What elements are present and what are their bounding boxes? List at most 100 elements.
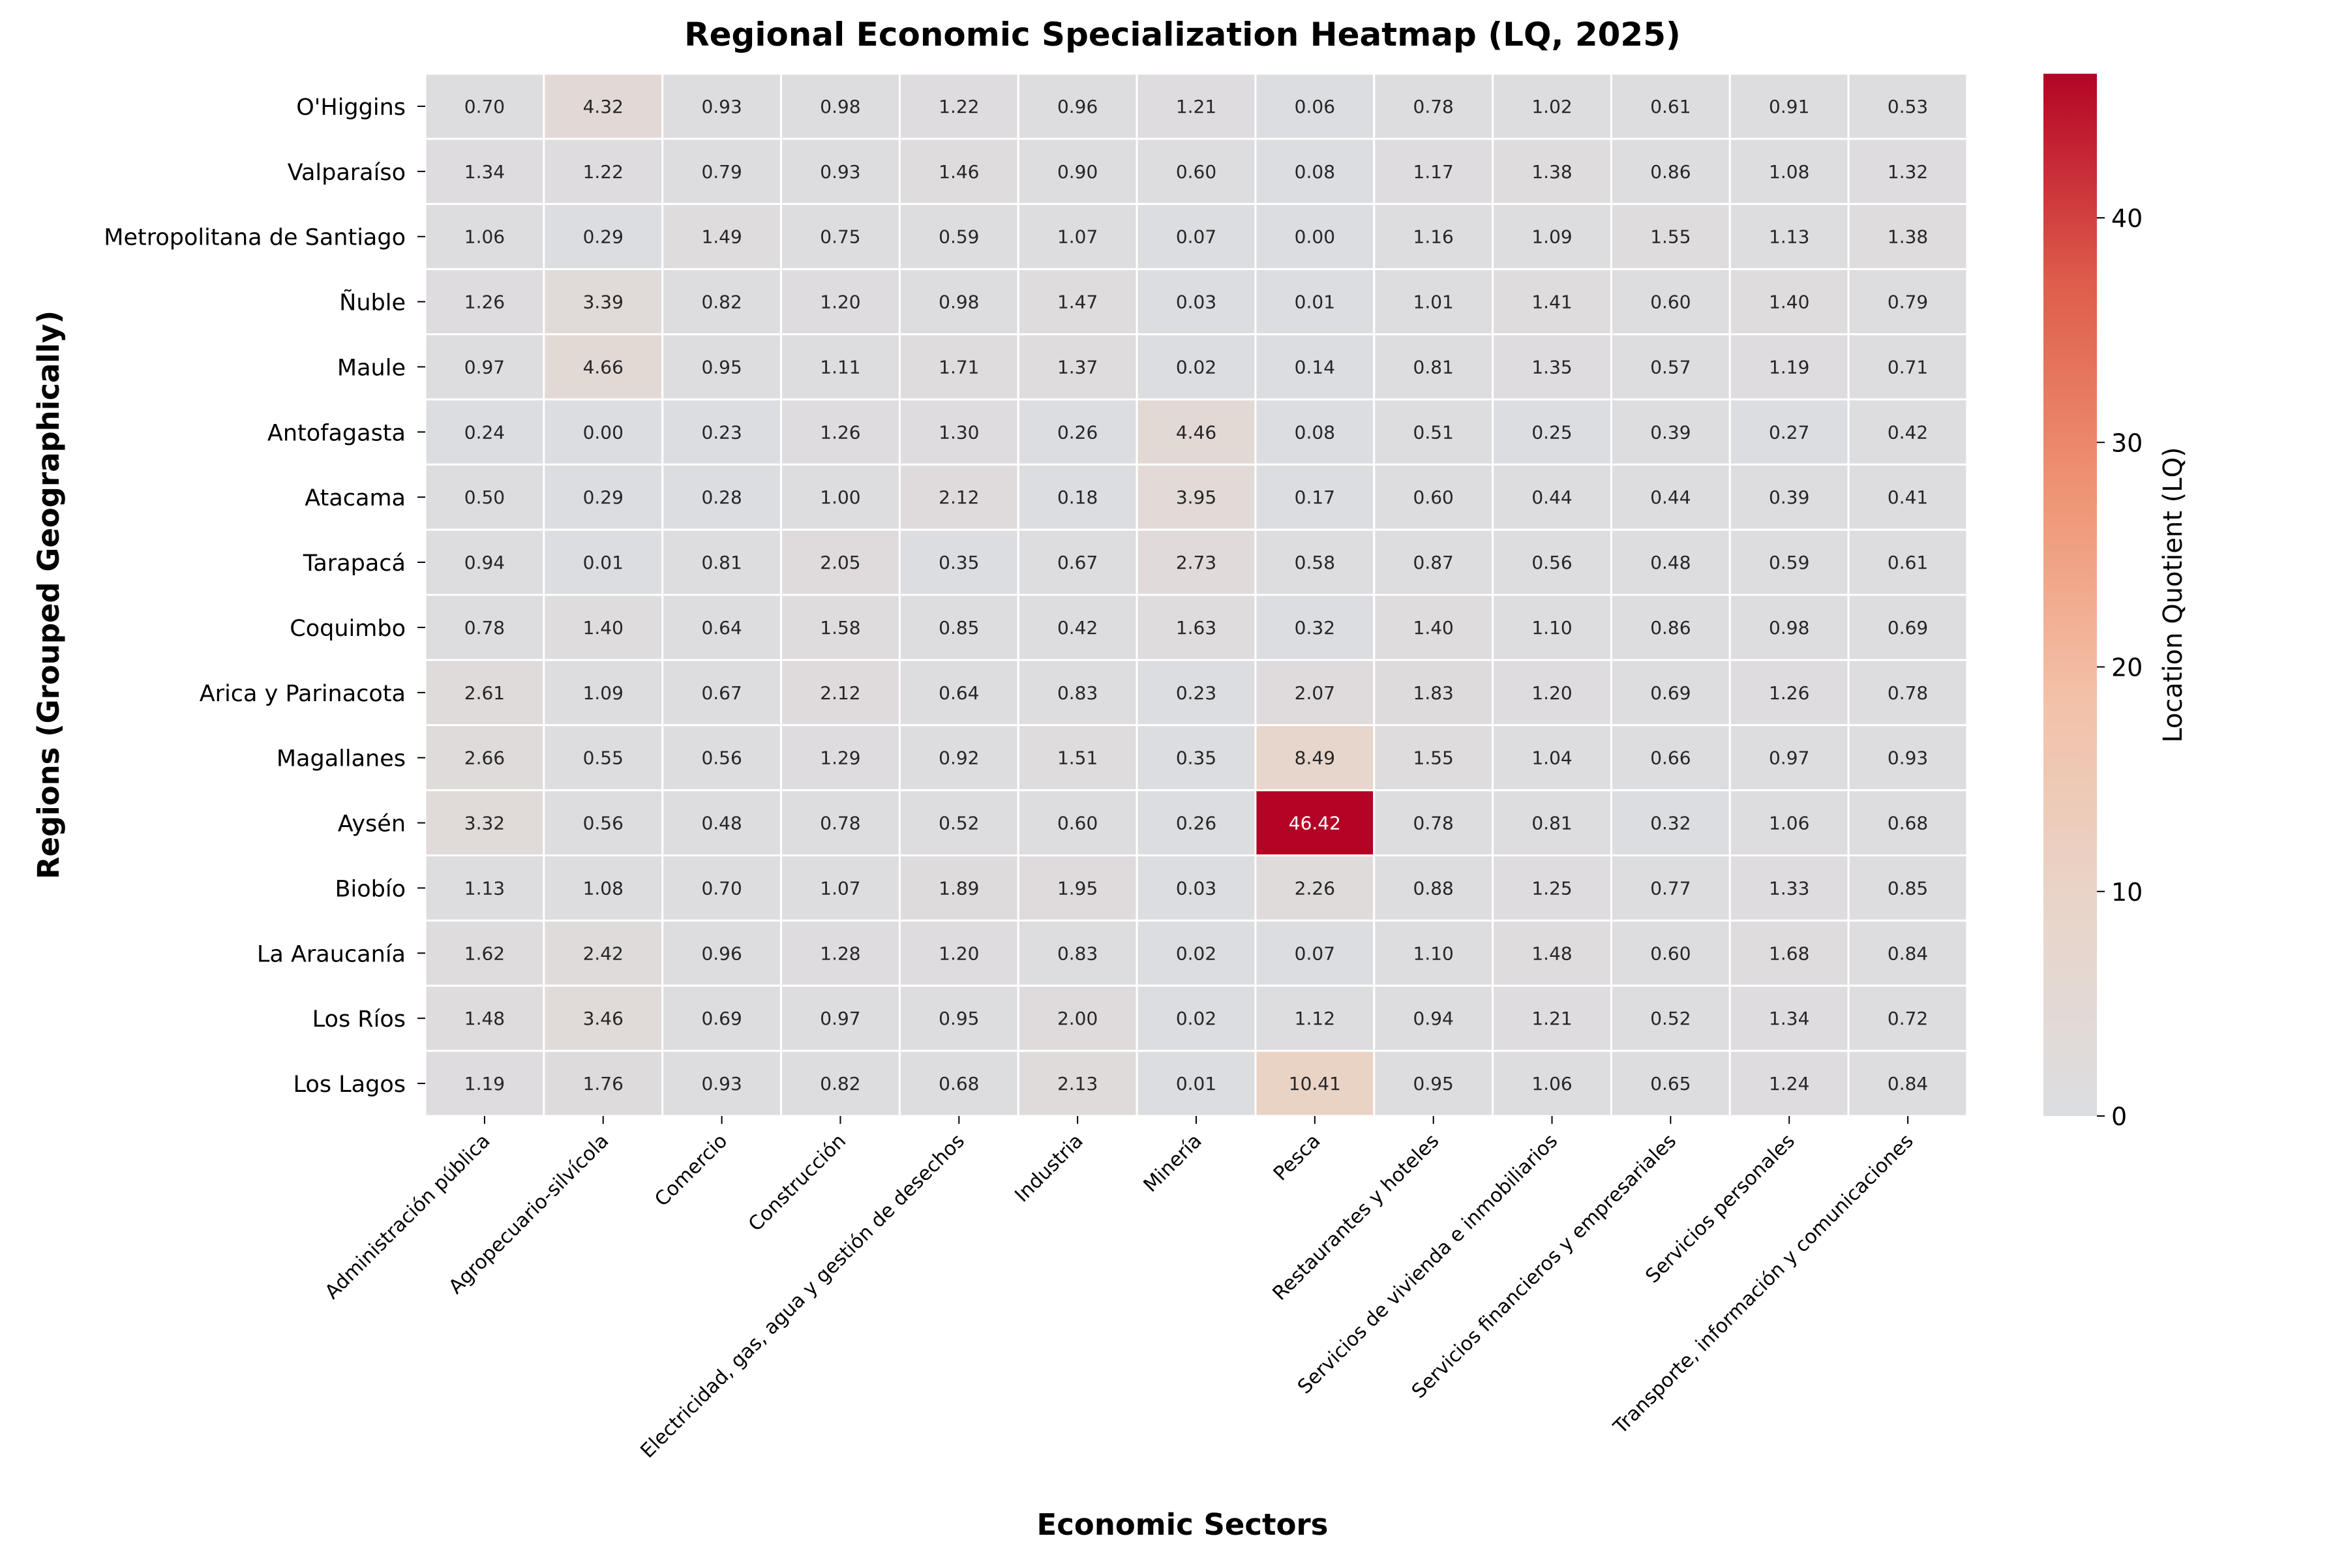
cell-value-label: 1.68 <box>1769 942 1809 964</box>
cell-value-label: 0.84 <box>1888 1073 1928 1094</box>
cell-value-label: 0.60 <box>1176 161 1216 183</box>
cell-value-label: 0.69 <box>1888 617 1928 639</box>
heatmap-cell <box>661 333 783 400</box>
x-tick-label: Industria <box>1010 1130 1087 1207</box>
heatmap-cell <box>898 984 1019 1052</box>
cell-value-label: 1.51 <box>1057 747 1098 769</box>
cell-value-label: 0.52 <box>939 813 979 834</box>
heatmap-cell <box>543 1049 664 1117</box>
cell-value-label: 1.29 <box>820 747 860 769</box>
heatmap-cell <box>1610 594 1731 661</box>
cell-value-label: 0.00 <box>1295 226 1335 248</box>
cell-value-label: 1.30 <box>939 421 979 443</box>
heatmap-cell <box>780 268 901 335</box>
cell-value-label: 0.23 <box>701 421 742 443</box>
cell-value-label: 2.61 <box>464 682 505 704</box>
chart-title: Regional Economic Specialization Heatmap… <box>684 16 1681 53</box>
heatmap-cell <box>1136 659 1257 727</box>
y-axis-title: Regions (Grouped Geographically) <box>31 310 66 879</box>
heatmap-cell <box>1373 463 1494 531</box>
y-tick-label: Ñuble <box>339 289 406 316</box>
y-tick-label: Los Ríos <box>312 1006 406 1033</box>
heatmap-cell <box>1847 919 1968 987</box>
cell-value-label: 0.91 <box>1769 96 1809 117</box>
heatmap-cell <box>1728 1049 1850 1117</box>
heatmap-cell <box>1847 268 1968 335</box>
heatmap-cell <box>1847 1049 1968 1117</box>
heatmap-cell <box>1492 919 1612 987</box>
y-tick-label: O'Higgins <box>296 95 406 121</box>
cell-value-label: 2.42 <box>583 942 624 964</box>
cell-value-label: 0.24 <box>464 421 505 443</box>
heatmap-cell <box>1492 659 1612 727</box>
heatmap-cell <box>1728 854 1850 922</box>
heatmap-cell <box>543 72 664 140</box>
cell-value-label: 1.40 <box>1413 617 1454 639</box>
cell-value-label: 1.10 <box>1413 942 1454 964</box>
cell-value-label: 0.17 <box>1295 487 1335 508</box>
x-tick-label: Servicios financieros y empresariales <box>1407 1130 1681 1403</box>
cell-value-label: 0.96 <box>1057 96 1098 117</box>
heatmap-cell <box>1728 528 1850 596</box>
heatmap-cell <box>1610 528 1731 596</box>
cell-value-label: 1.24 <box>1769 1073 1809 1094</box>
x-tick-label: Minería <box>1139 1130 1207 1197</box>
cell-value-label: 1.20 <box>939 942 979 964</box>
heatmap-cell <box>1136 919 1257 987</box>
heatmap-cell <box>1254 268 1376 335</box>
cell-value-label: 0.83 <box>1057 942 1098 964</box>
heatmap-cell <box>1017 789 1138 856</box>
heatmap-cell <box>1492 854 1612 922</box>
cell-value-label: 2.00 <box>1057 1008 1098 1029</box>
cell-value-label: 0.95 <box>1413 1073 1454 1094</box>
cell-value-label: 10.41 <box>1289 1073 1341 1094</box>
cell-value-label: 0.93 <box>1888 747 1928 769</box>
heatmap-cell <box>1728 72 1850 140</box>
heatmap-cell <box>1017 528 1138 596</box>
y-tick-label: Los Lagos <box>294 1072 406 1098</box>
heatmap-cell <box>1373 528 1494 596</box>
cell-value-label: 1.21 <box>1176 96 1216 117</box>
heatmap-cell <box>1373 789 1494 856</box>
cell-value-label: 0.78 <box>1413 813 1454 834</box>
cell-value-label: 3.46 <box>583 1008 624 1029</box>
y-tick-label: Antofagasta <box>267 420 406 446</box>
heatmap-cell <box>1847 203 1968 271</box>
cell-value-label: 1.10 <box>1531 617 1572 639</box>
x-tick-label: Pesca <box>1269 1130 1325 1186</box>
heatmap-cell <box>1136 333 1257 400</box>
heatmap-cell <box>543 203 664 271</box>
cell-value-label: 0.83 <box>1057 682 1098 704</box>
cell-value-label: 1.38 <box>1531 161 1572 183</box>
cell-value-label: 0.44 <box>1650 487 1691 508</box>
heatmap-cell <box>1492 268 1612 335</box>
cell-value-label: 0.01 <box>583 552 624 573</box>
cell-value-label: 0.88 <box>1413 877 1454 899</box>
cell-value-label: 0.87 <box>1413 552 1454 573</box>
cell-value-label: 0.70 <box>464 96 505 117</box>
heatmap-cell <box>1492 463 1612 531</box>
heatmap-cell <box>898 463 1019 531</box>
cell-value-label: 0.27 <box>1769 421 1809 443</box>
cell-value-label: 0.78 <box>464 617 505 639</box>
cell-value-label: 0.79 <box>1888 292 1928 313</box>
heatmap-cell <box>1017 463 1138 531</box>
cell-value-label: 2.73 <box>1176 552 1216 573</box>
cell-value-label: 1.26 <box>464 292 505 313</box>
cell-value-label: 1.06 <box>1769 813 1809 834</box>
cell-value-label: 1.08 <box>583 877 624 899</box>
cell-value-label: 0.03 <box>1176 877 1216 899</box>
x-tick-label: Comercio <box>650 1130 732 1211</box>
cell-value-label: 1.08 <box>1769 161 1809 183</box>
cell-value-label: 0.82 <box>701 292 742 313</box>
y-tick-label: Maule <box>337 355 406 381</box>
heatmap-cell <box>1254 724 1376 792</box>
heatmap-cell <box>1373 659 1494 727</box>
y-tick-label: Aysén <box>338 811 406 837</box>
cell-value-label: 0.56 <box>583 813 624 834</box>
cell-value-label: 0.98 <box>820 96 860 117</box>
cell-value-label: 0.79 <box>701 161 742 183</box>
y-tick-label: La Araucanía <box>257 941 406 967</box>
heatmap-cell <box>780 659 901 727</box>
